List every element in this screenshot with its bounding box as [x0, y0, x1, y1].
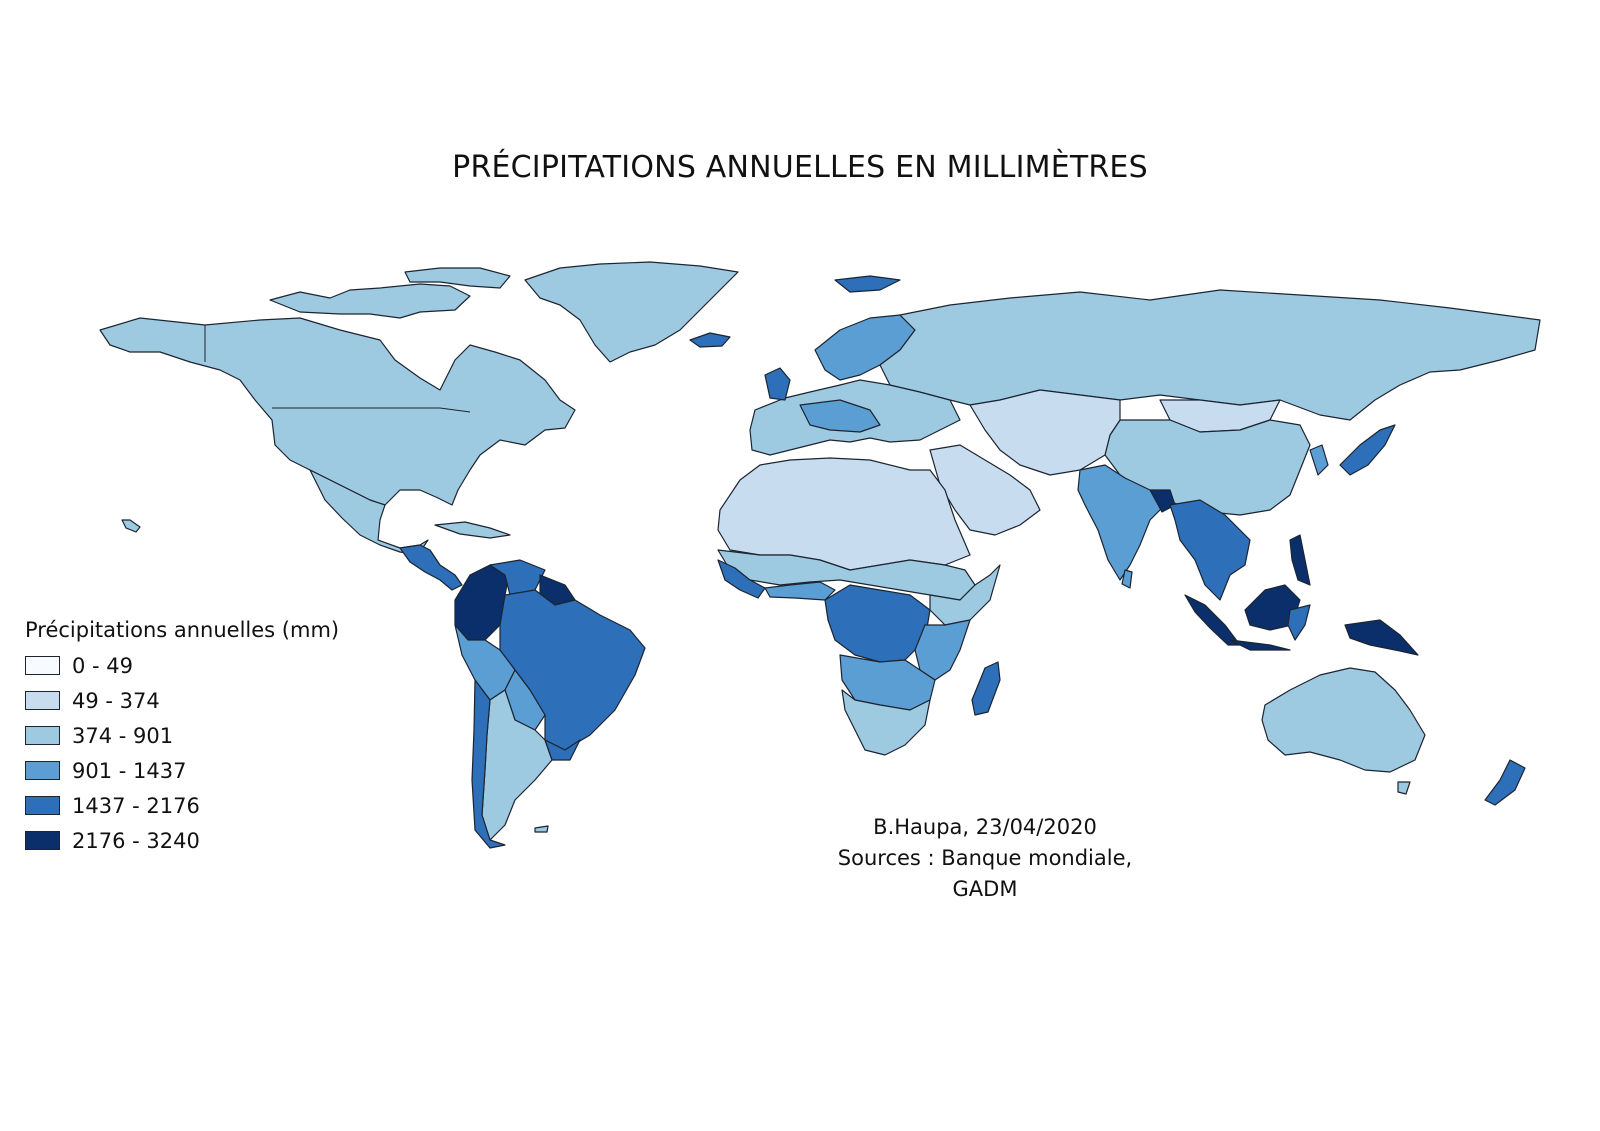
- region-korea: [1309, 444, 1329, 476]
- map-credits: B.Haupa, 23/04/2020 Sources : Banque mon…: [820, 812, 1150, 905]
- region-horn-of-africa: [929, 564, 1001, 626]
- legend-item: 374 - 901: [25, 718, 339, 753]
- region-russia: [879, 289, 1541, 421]
- region-japan: [1339, 424, 1396, 476]
- legend-swatch: [25, 726, 60, 745]
- region-southern-africa: [841, 689, 931, 756]
- legend-label: 1437 - 2176: [72, 793, 200, 818]
- region-svalbard: [834, 275, 901, 293]
- region-central-europe: [799, 399, 881, 433]
- author-credit: B.Haupa, 23/04/2020: [873, 815, 1097, 839]
- region-caribbean: [434, 521, 511, 539]
- legend-label: 2176 - 3240: [72, 828, 200, 853]
- region-new-guinea: [1344, 619, 1419, 656]
- region-madagascar: [971, 661, 1001, 716]
- region-north-america: [99, 317, 576, 506]
- legend-item: 1437 - 2176: [25, 788, 339, 823]
- border-us-canada: [272, 407, 471, 413]
- legend-swatch: [25, 656, 60, 675]
- map-title: PRÉCIPITATIONS ANNUELLES EN MILLIMÈTRES: [452, 150, 1148, 185]
- region-iceland: [689, 332, 731, 348]
- region-hawaii: [121, 519, 141, 533]
- region-mexico: [309, 469, 429, 556]
- region-west-africa: [717, 559, 766, 599]
- legend-swatch: [25, 691, 60, 710]
- region-australia: [1261, 667, 1426, 773]
- region-southern-brazil: [544, 739, 581, 761]
- region-arctic-islands: [269, 283, 471, 319]
- legend-item: 2176 - 3240: [25, 823, 339, 858]
- region-falklands: [534, 825, 549, 833]
- legend-item: 49 - 374: [25, 683, 339, 718]
- legend-swatch: [25, 831, 60, 850]
- legend-item: 901 - 1437: [25, 753, 339, 788]
- legend-label: 374 - 901: [72, 723, 174, 748]
- region-british-isles: [764, 367, 791, 401]
- region-chile: [471, 679, 506, 849]
- legend-label: 49 - 374: [72, 688, 160, 713]
- region-middle-east: [929, 444, 1041, 536]
- region-central-africa: [824, 584, 931, 663]
- legend-label: 0 - 49: [72, 653, 134, 678]
- region-sulawesi: [1287, 604, 1311, 641]
- map-legend: Précipitations annuelles (mm) 0 - 49 49 …: [25, 618, 339, 858]
- region-central-asia: [969, 389, 1121, 476]
- region-tasmania: [1397, 781, 1411, 795]
- region-north-africa: [717, 457, 971, 571]
- region-east-africa: [914, 619, 971, 681]
- legend-label: 901 - 1437: [72, 758, 187, 783]
- legend-swatch: [25, 796, 60, 815]
- region-sri-lanka: [1121, 569, 1133, 589]
- region-new-zealand: [1484, 759, 1526, 806]
- region-india: [1077, 464, 1166, 581]
- region-java: [1229, 639, 1291, 651]
- region-sumatra: [1184, 594, 1241, 646]
- region-southeast-asia: [1169, 499, 1251, 601]
- sources-credit: Sources : Banque mondiale, GADM: [837, 846, 1133, 901]
- legend-title: Précipitations annuelles (mm): [25, 618, 340, 642]
- region-greenland: [524, 261, 739, 363]
- region-philippines: [1289, 534, 1311, 586]
- legend-item: 0 - 49: [25, 648, 339, 683]
- region-central-america: [399, 544, 463, 591]
- legend-swatch: [25, 761, 60, 780]
- region-west-africa-coast: [764, 581, 836, 601]
- region-canada-north-islands: [404, 267, 511, 289]
